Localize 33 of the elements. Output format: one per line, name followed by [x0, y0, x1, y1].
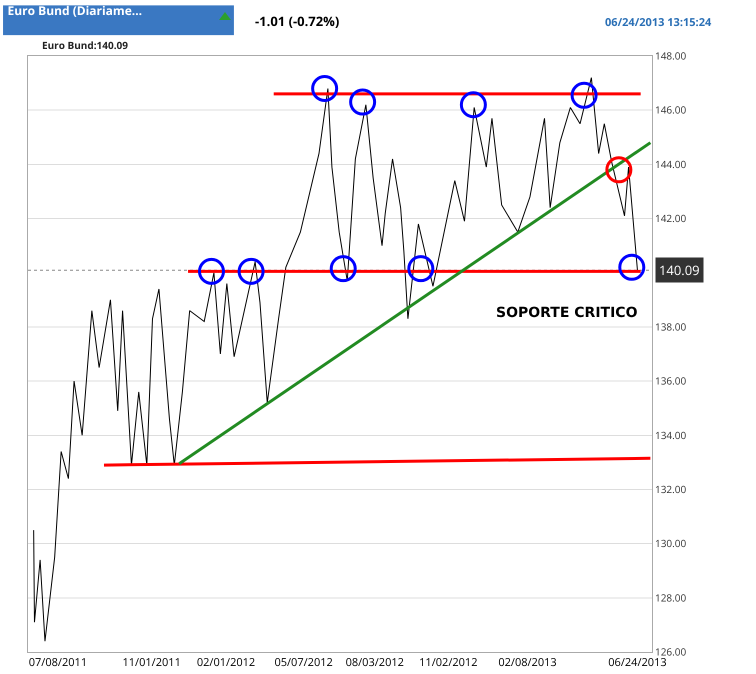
point	[330, 255, 357, 282]
x-tick-label: 02/01/2012	[196, 655, 256, 670]
ref-line-label: 140.09	[659, 261, 700, 279]
annotation: SOPORTE CRITICO	[496, 305, 638, 321]
y-tick-label: 128.00	[655, 590, 686, 604]
text: Euro Bund:140.09	[42, 38, 128, 52]
x-tick-label: 05/07/2012	[274, 655, 333, 670]
x-tick-label: 11/02/2012	[419, 655, 478, 670]
x-tick-label: 02/08/2013	[498, 655, 557, 670]
point	[198, 258, 225, 285]
y-tick-label: 144.00	[655, 156, 686, 171]
y-tick-label: 130.00	[655, 536, 686, 550]
point	[570, 82, 598, 109]
point	[349, 88, 376, 116]
y-tick-label: 148.00	[655, 48, 686, 62]
y-tick-label: 134.00	[655, 428, 686, 442]
point	[618, 254, 646, 281]
text: -1.01 (-0.72%)	[255, 12, 340, 30]
x-tick-label: 11/01/2011	[122, 655, 181, 670]
y-tick-label: 142.00	[655, 211, 686, 226]
chart-title: Euro Bund (Diariame...	[8, 2, 142, 20]
point	[605, 156, 632, 184]
point	[311, 75, 338, 102]
x-tick-label: 08/03/2012	[346, 655, 404, 670]
point	[407, 255, 434, 282]
y-tick-label: 146.00	[655, 102, 686, 117]
y-tick-label: 132.00	[655, 482, 686, 496]
x-tick-label: 07/08/2011	[28, 655, 88, 670]
point	[460, 91, 487, 118]
y-tick-label: 138.00	[655, 319, 686, 334]
point	[238, 258, 265, 285]
text: 06/24/2013 13:15:24	[605, 15, 712, 30]
y-tick-label: 136.00	[655, 374, 686, 388]
